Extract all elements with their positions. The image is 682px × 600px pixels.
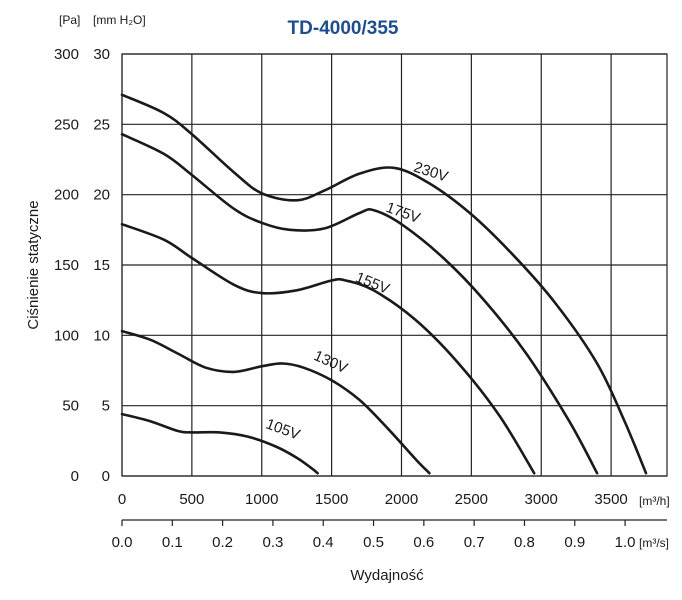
chart-title: TD-4000/355 xyxy=(288,18,399,39)
grid xyxy=(121,53,667,477)
y-tick-mm-2: 10 xyxy=(93,327,110,344)
y-tick-pa-4: 200 xyxy=(54,187,79,204)
curve-label-155V: 155V xyxy=(353,269,392,298)
x-tick-m3h-7: 3500 xyxy=(594,491,627,508)
y-axis-title: Ciśnienie statyczne xyxy=(25,200,42,329)
x-tick-m3s-5: 0.5 xyxy=(363,534,384,551)
y-tick-mm-4: 20 xyxy=(93,187,110,204)
x-tick-m3s-0: 0.0 xyxy=(112,534,133,551)
x-tick-m3s-7: 0.7 xyxy=(464,534,485,551)
x-unit-m3h: [m³/h] xyxy=(639,494,670,508)
x-tick-m3s-3: 0.3 xyxy=(262,534,283,551)
y-tick-mm-5: 25 xyxy=(93,116,110,133)
x-tick-m3h-0: 0 xyxy=(118,491,126,508)
x-ticks-m3s: 0.0 0.1 0.2 0.3 0.4 0.5 0.6 0.7 0.8 0.9 1.0 xyxy=(112,520,636,551)
x-tick-m3s-6: 0.6 xyxy=(413,534,434,551)
curve-label-230V: 230V xyxy=(411,159,450,186)
y-tick-pa-0: 0 xyxy=(71,468,79,485)
y-tick-mm-3: 15 xyxy=(93,257,110,274)
curves xyxy=(120,93,648,475)
curve-175V xyxy=(120,132,599,475)
y-tick-pa-6: 300 xyxy=(54,46,79,63)
curve-label-175V: 175V xyxy=(384,199,423,227)
y-tick-mm-6: 30 xyxy=(93,46,110,63)
curve-105V xyxy=(120,412,319,475)
y-unit-pa: [Pa] xyxy=(59,13,80,27)
curve-230V xyxy=(120,93,648,475)
x-tick-m3s-9: 0.9 xyxy=(564,534,585,551)
y-tick-mm-0: 0 xyxy=(102,468,110,485)
x-unit-m3s: [m³/s] xyxy=(639,536,669,550)
x-tick-m3h-6: 3000 xyxy=(525,491,558,508)
x-tick-m3s-8: 0.8 xyxy=(514,534,535,551)
x-tick-m3h-2: 1000 xyxy=(245,491,278,508)
y-tick-pa-2: 100 xyxy=(54,327,79,344)
x-tick-m3s-10: 1.0 xyxy=(615,534,636,551)
y-tick-pa-1: 50 xyxy=(62,398,79,415)
x-ticks-m3h: 0 500 1000 1500 2000 2500 3000 3500 xyxy=(118,491,628,508)
x-tick-m3h-3: 1500 xyxy=(315,491,348,508)
curve-label-105V: 105V xyxy=(263,416,302,444)
y-tick-mm-1: 5 xyxy=(102,398,110,415)
y-unit-mm: [mm H₂O] xyxy=(93,13,146,27)
x-tick-m3h-1: 500 xyxy=(179,491,204,508)
curve-130V xyxy=(120,329,431,475)
x-tick-m3s-1: 0.1 xyxy=(162,534,183,551)
x-tick-m3h-4: 2000 xyxy=(385,491,418,508)
y-tick-pa-5: 250 xyxy=(54,116,79,133)
x-axis-title: Wydajność xyxy=(350,567,424,584)
curve-155V xyxy=(120,222,536,475)
x-tick-m3s-4: 0.4 xyxy=(313,534,334,551)
y-ticks-mm: 0 5 10 15 20 25 30 xyxy=(93,46,110,485)
y-ticks-pa: 0 50 100 150 200 250 300 xyxy=(54,46,79,485)
x-tick-m3s-2: 0.2 xyxy=(212,534,233,551)
y-tick-pa-3: 150 xyxy=(54,257,79,274)
x-tick-m3h-5: 2500 xyxy=(455,491,488,508)
plot-frame xyxy=(121,53,668,477)
